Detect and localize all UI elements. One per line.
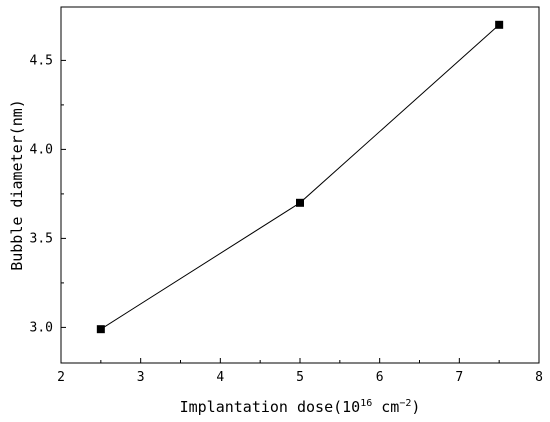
data-point: [495, 20, 504, 29]
y-tick-label: 3.5: [30, 231, 53, 246]
y-tick-label: 4.5: [30, 53, 53, 68]
x-tick-label: 6: [376, 370, 384, 385]
x-tick-label: 4: [216, 370, 224, 385]
x-tick-label: 3: [137, 370, 145, 385]
y-tick-label: 3.0: [30, 320, 53, 335]
x-tick-label: 2: [57, 370, 65, 385]
data-point: [96, 325, 105, 334]
series-group: [96, 20, 504, 334]
data-point: [296, 198, 304, 207]
y-tick-label: 4.0: [30, 142, 53, 157]
y-axis: 3.0 3.5 4.0 4.5: [30, 53, 66, 335]
series-line: [100, 24, 500, 330]
x-axis-title: Implantation dose(1016 cm−2): [180, 398, 421, 416]
x-axis: 2 3 4 5 6 7 8: [57, 358, 543, 385]
x-tick-label: 8: [535, 370, 543, 385]
x-tick-label: 5: [296, 370, 304, 385]
x-tick-label: 7: [455, 370, 463, 385]
y-axis-title: Bubble diameter(nm): [8, 99, 26, 271]
plot-frame: [60, 6, 540, 364]
